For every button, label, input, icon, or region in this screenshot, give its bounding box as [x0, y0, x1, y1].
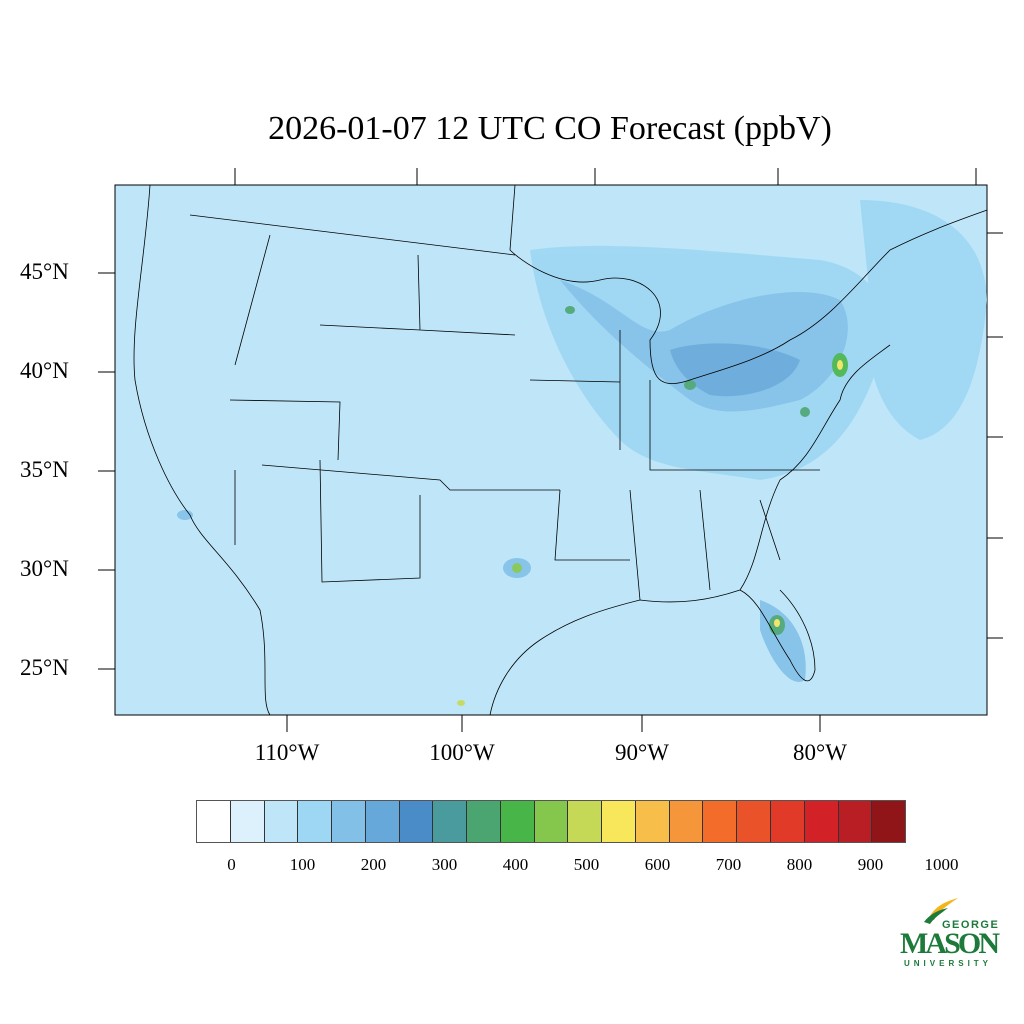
colorbar-label: 700 [715, 855, 742, 874]
map-title: 2026-01-07 12 UTC CO Forecast (ppbV) [268, 110, 832, 147]
svg-text:MASON: MASON [900, 927, 1000, 960]
lon-label: 80°W [793, 740, 847, 765]
colorbar-label: 900 [857, 855, 884, 874]
colorbar-swatch [365, 801, 400, 842]
george-mason-logo: GEORGE MASON UNIVERSITY [900, 898, 1000, 968]
colorbar-label: 600 [644, 855, 671, 874]
colorbar-label: 800 [786, 855, 813, 874]
svg-text:UNIVERSITY: UNIVERSITY [904, 959, 992, 968]
colorbar-swatch [602, 801, 636, 842]
colorbar-swatch [332, 801, 366, 842]
colorbar-swatch [399, 801, 434, 842]
axis-ticks [98, 168, 1003, 732]
colorbar-swatch [534, 801, 569, 842]
colorbar-swatch [669, 801, 704, 842]
lon-label: 110°W [254, 740, 320, 765]
lon-label: 90°W [615, 740, 669, 765]
coastline-and-borders [133, 184, 988, 716]
colorbar-swatch [197, 801, 231, 842]
lon-label: 100°W [429, 740, 495, 765]
colorbar-label: 1000 [924, 855, 959, 874]
colorbar-label: 300 [431, 855, 458, 874]
colorbar [196, 800, 906, 843]
colorbar-swatch [737, 801, 772, 842]
colorbar-swatch [872, 801, 906, 842]
colorbar-swatch [230, 801, 265, 842]
lat-label: 25°N [20, 655, 69, 680]
lat-label: 30°N [20, 556, 69, 581]
colorbar-swatch [500, 801, 535, 842]
colorbar-swatch [568, 801, 603, 842]
colorbar-swatch [467, 801, 501, 842]
colorbar-swatch [264, 801, 299, 842]
colorbar-label: 500 [573, 855, 600, 874]
colorbar-label: 100 [289, 855, 316, 874]
colorbar-swatch [703, 801, 738, 842]
lat-label: 40°N [20, 358, 69, 383]
lat-label: 35°N [20, 457, 69, 482]
colorbar-swatch [298, 801, 333, 842]
lat-label: 45°N [20, 259, 69, 284]
colorbar-label: 0 [227, 855, 236, 874]
colorbar-swatch [771, 801, 805, 842]
colorbar-swatch [433, 801, 468, 842]
co-concentration-fields [177, 200, 987, 706]
colorbar-swatch [635, 801, 670, 842]
colorbar-swatch [838, 801, 873, 842]
colorbar-swatch [804, 801, 839, 842]
colorbar-label: 200 [360, 855, 387, 874]
svg-text:GEORGE: GEORGE [942, 919, 999, 931]
colorbar-label: 400 [502, 855, 529, 874]
